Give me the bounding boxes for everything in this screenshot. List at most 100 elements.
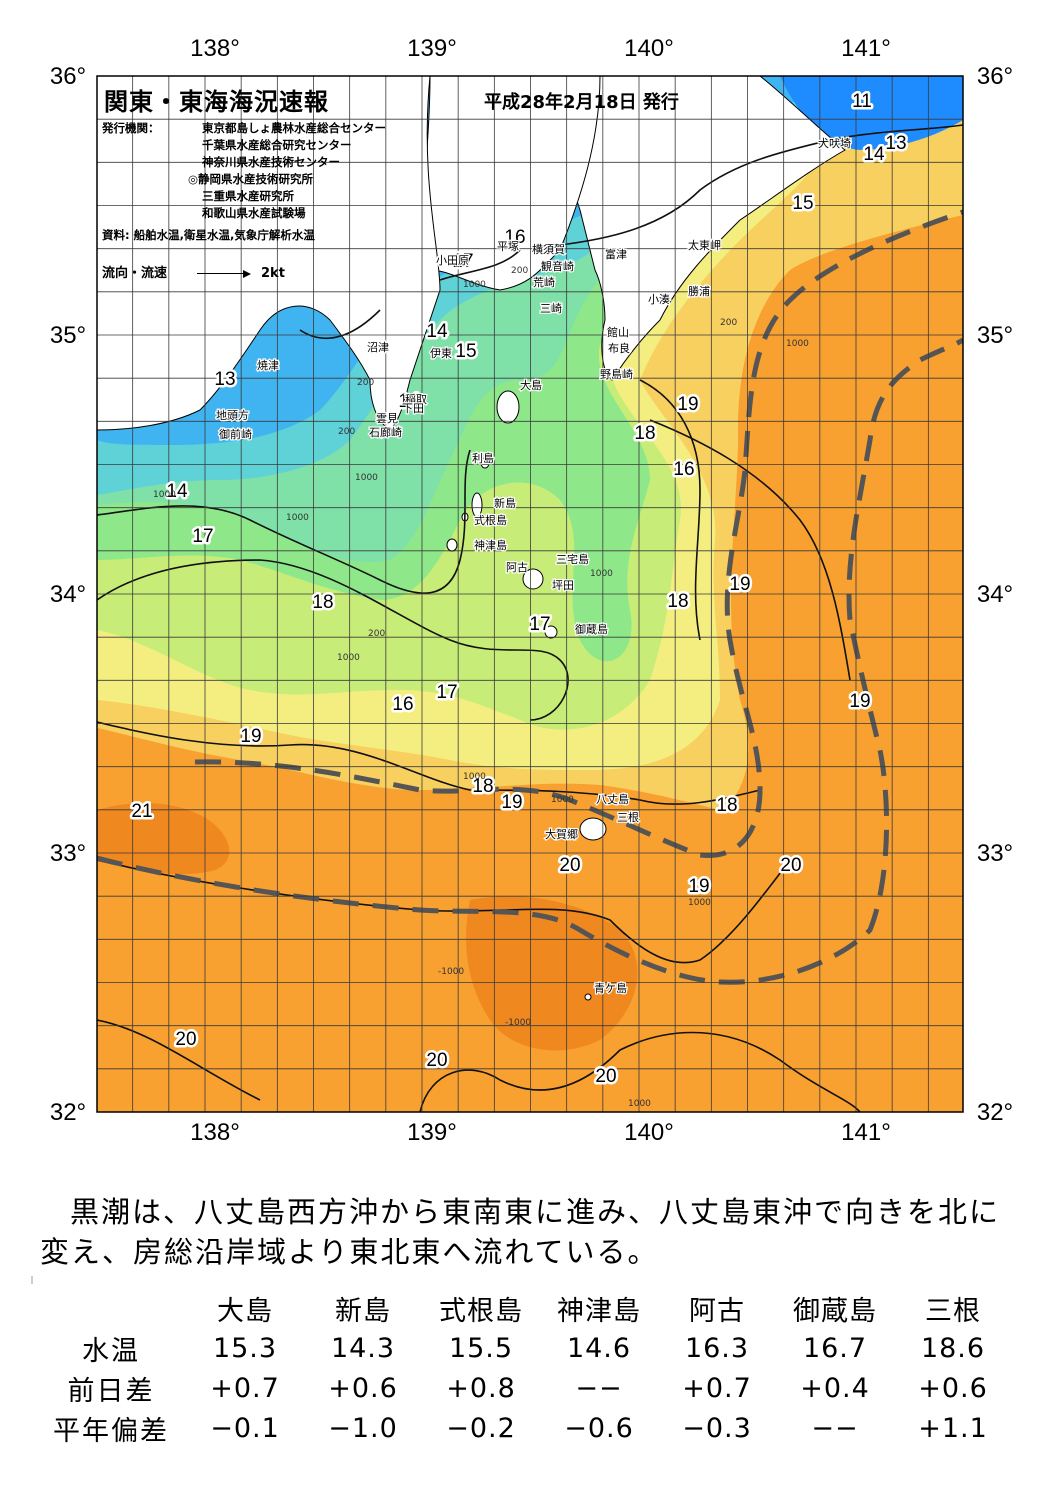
place-name-label: 御蔵島 <box>575 622 608 636</box>
place-name-label: 小田原 <box>436 254 469 267</box>
kuroshio-south-edge <box>97 337 963 985</box>
publisher-list: 発行機関： 東京都島しょ農林水産総合センター 千葉県水産総合研究センター 神奈川県… <box>102 120 386 222</box>
place-name-label: 伊東 <box>430 347 452 360</box>
latitude-label: 32° <box>977 1099 1013 1126</box>
isotherm-value-label: 14 <box>398 391 420 412</box>
table-header-row: 大島 新島 式根島 神津島 阿古 御蔵島 三根 <box>36 1288 1012 1328</box>
place-name-label: 三根 <box>617 810 639 824</box>
place-name-label: 三崎 <box>540 301 562 315</box>
table-cell: −0.2 <box>446 1412 516 1444</box>
sea-temperature-map: 138° 138° 139° 139° 140° 140° 141° 141° 36° 36° 35… <box>50 35 1013 1146</box>
place-name-label: 館山 <box>607 325 629 339</box>
zone-21 <box>97 803 230 875</box>
isotherm-value-label: 18 <box>312 592 333 613</box>
depth-contour-label: 1000 <box>337 653 360 663</box>
latitude-label: 33° <box>50 840 86 867</box>
table-cell: 15.3 <box>212 1332 278 1364</box>
table-row: 前日差 +0.7 +0.6 +0.8 −− +0.7 +0.4 +0.6 <box>36 1368 1012 1408</box>
depth-contour-label: -1000 <box>438 967 464 977</box>
table-cell: 16.7 <box>802 1332 868 1364</box>
data-source: 資料: 船舶水温,衛星水温,気象庁解析水温 <box>102 228 315 242</box>
place-name-label: 野島崎 <box>600 367 633 381</box>
isotherm-20-south <box>97 1019 861 1112</box>
table-cell: −− <box>575 1372 623 1404</box>
table-cell: +0.4 <box>800 1372 870 1404</box>
isotherm-value-label: 13 <box>214 369 235 390</box>
observation-table: 大島 新島 式根島 神津島 阿古 御蔵島 三根 水温 15.3 14.3 15.… <box>36 1288 1012 1448</box>
longitude-label: 139° <box>407 1119 457 1146</box>
isotherm-18-east <box>649 419 851 681</box>
publisher-item: 東京都島しょ農林水産総合センター <box>202 121 386 135</box>
place-name-label: 焼津 <box>257 359 279 372</box>
place-name-label: 石廊崎 <box>369 425 402 439</box>
current-arrow-icon <box>197 269 252 279</box>
isotherm-value-label: 14 <box>426 321 448 342</box>
depth-contour-label: 1000 <box>286 513 309 523</box>
latitude-label: 35° <box>50 322 86 349</box>
place-name-label: 神津島 <box>474 538 507 552</box>
zone-21-south <box>466 896 638 1051</box>
zone-11 <box>780 76 963 150</box>
latitude-label: 33° <box>977 840 1013 867</box>
isotherm-value-label: 21 <box>131 801 152 822</box>
place-name-label: 横須賀 <box>532 242 565 256</box>
isotherm-value-label: 14 <box>166 481 188 502</box>
table-row: 平年偏差 −0.1 −1.0 −0.2 −0.6 −0.3 −− +1.1 <box>36 1408 1012 1448</box>
place-name-label: 地頭方 <box>216 408 249 422</box>
issue-date: 平成28年2月18日 発行 <box>484 92 679 113</box>
isotherm-value-label: 20 <box>559 855 580 876</box>
graticule <box>97 76 963 1112</box>
table-cell: +0.8 <box>446 1372 516 1404</box>
station-header: 神津島 <box>557 1295 641 1327</box>
table-row: 水温 15.3 14.3 15.5 14.6 16.3 16.7 18.6 <box>36 1328 1012 1368</box>
depth-labels: 2001000200200100020010001000100020010001… <box>153 266 809 1109</box>
isotherm-value-label: 19 <box>677 394 698 415</box>
latitude-label: 36° <box>50 63 86 90</box>
isotherm-value-label: 13 <box>885 133 906 154</box>
place-name-label: 下田 <box>402 402 424 415</box>
isotherm-16-line <box>97 449 471 594</box>
isotherm-value-label: 18 <box>634 423 655 444</box>
place-name-label: 阿古 <box>506 561 528 574</box>
row-label: 水温 <box>82 1335 140 1367</box>
depth-contour-label: 200 <box>511 266 528 276</box>
summary-text: 黒潮は、八丈島西方沖から東南東に進み、八丈島東沖で向きを北に変え、房総沿岸域より… <box>40 1192 1030 1272</box>
longitude-label: 139° <box>407 35 457 62</box>
isotherm-16-east <box>639 379 701 641</box>
hachijojima-land <box>579 817 607 841</box>
table-cell: +0.6 <box>328 1372 398 1404</box>
table-cell: −0.3 <box>682 1412 752 1444</box>
isotherm-lines <box>97 124 963 1112</box>
isotherm-value-label: 20 <box>175 1029 196 1050</box>
isotherm-value-label: 20 <box>780 855 801 876</box>
kozushima-land <box>446 538 458 552</box>
isotherm-value-label: 17 <box>192 526 213 547</box>
depth-contour-label: 1000 <box>786 339 809 349</box>
publisher-key: 発行機関： <box>102 121 160 135</box>
place-name-label: 新島 <box>494 496 516 510</box>
station-header: 御蔵島 <box>793 1295 877 1327</box>
isotherm-19-line <box>97 721 761 805</box>
row-label: 前日差 <box>67 1375 155 1407</box>
land-areas <box>97 76 846 1001</box>
isotherm-value-label: 19 <box>729 574 750 595</box>
isotherm-value-label: 16 <box>673 459 694 480</box>
longitude-label: 140° <box>624 35 674 62</box>
isotherm-value-label: 20 <box>595 1066 616 1087</box>
place-name-label: 観音崎 <box>541 259 574 273</box>
isotherm-17-line <box>97 559 569 721</box>
place-name-label: 御前崎 <box>219 427 252 441</box>
place-name-label: 犬吠埼 <box>818 136 851 150</box>
latitude-label: 34° <box>977 581 1013 608</box>
depth-contour-label: 1000 <box>463 280 486 290</box>
depth-contour-label: 1000 <box>590 569 613 579</box>
table-cell: 16.3 <box>684 1332 750 1364</box>
isotherm-value-label: 16 <box>504 227 525 248</box>
latitude-label: 34° <box>50 581 86 608</box>
depth-contour-label: 200 <box>720 318 737 328</box>
place-name-label: 青ケ島 <box>594 981 627 995</box>
depth-contour-label: 1000 <box>688 898 711 908</box>
isotherm-14-line <box>559 124 963 246</box>
mikurajima-land <box>544 625 558 639</box>
